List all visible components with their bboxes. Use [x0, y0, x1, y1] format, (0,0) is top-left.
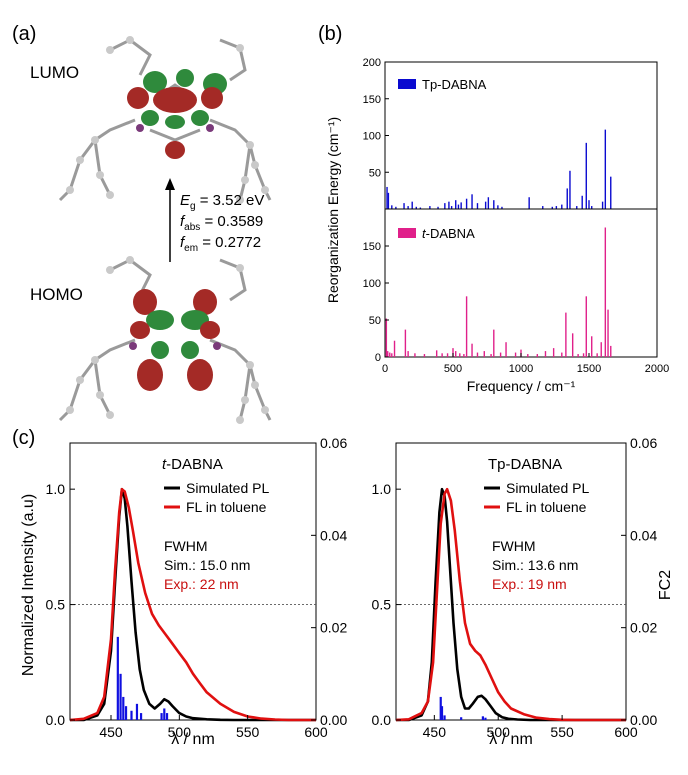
left-y2tick-label: 0.02 [320, 620, 347, 636]
t-dabna-xtick-label: 500 [444, 363, 462, 375]
left-fl-toluene-line [69, 487, 316, 722]
chart-c-right: Tp-DABNA Simulated PL FL in toluene FWHM… [372, 435, 658, 740]
right-xtick-label: 550 [550, 724, 574, 740]
chart-c-y2label: FC2 [657, 570, 674, 600]
chart-c-left-xlabel: λ / nm [171, 731, 215, 748]
left-y2tick-label: 0.06 [320, 435, 347, 451]
chart-b-ylabel: Reorganization Energy (cm⁻¹) [325, 117, 341, 303]
right-y2tick-label: 0.02 [630, 620, 657, 636]
chart-c-ylabel: Normalized Intensity (a.u) [20, 494, 37, 676]
homo-molecule-illustration [58, 256, 272, 424]
t-dabna-ytick-label: 150 [363, 241, 381, 253]
fem-text: fem = 0.2772 [180, 234, 261, 254]
tp-dabna-ytick-label: 100 [363, 131, 381, 143]
t-dabna-ytick-label: 100 [363, 278, 381, 290]
lumo-molecule-illustration [58, 36, 272, 204]
right-xtick-label: 450 [423, 724, 447, 740]
right-y2tick-label: 0.06 [630, 435, 657, 451]
t-dabna-xtick-label: 1000 [509, 363, 533, 375]
fwhm-sim-right: Sim.: 13.6 nm [492, 557, 578, 573]
fwhm-label-right: FWHM [492, 538, 536, 554]
chart-b-top: Tp-DABNA 50 100 150 200 [363, 57, 658, 210]
homo-label: HOMO [30, 285, 83, 304]
t-dabna-xtick-label: 0 [382, 363, 388, 375]
chart-c-left-frame [69, 442, 317, 721]
chart-c-right-title: Tp-DABNA [488, 456, 562, 473]
right-xtick-label: 600 [614, 724, 638, 740]
lumo-label: LUMO [30, 63, 79, 82]
panel-label-b: (b) [318, 23, 342, 45]
legend-label-fl-toluene-right: FL in toluene [506, 499, 587, 515]
t-dabna-ytick-label: 50 [369, 315, 381, 327]
right-simulated-pl-line [396, 487, 626, 722]
fwhm-label-left: FWHM [164, 538, 208, 554]
left-y2tick-label: 0.00 [320, 712, 347, 728]
right-ytick-label: 1.0 [372, 481, 392, 497]
panel-label-c: (c) [12, 427, 35, 449]
left-xtick-label: 550 [236, 724, 260, 740]
fwhm-exp-left: Exp.: 22 nm [164, 576, 239, 592]
fwhm-exp-right: Exp.: 19 nm [492, 576, 567, 592]
left-ytick-label: 0.5 [46, 597, 66, 613]
t-dabna-ytick-label: 0 [375, 352, 381, 364]
legend-swatch-t-dabna [398, 228, 416, 238]
chart-c-left: t-DABNA Simulated PL FL in toluene FWHM … [46, 435, 348, 740]
tp-dabna-ytick-label: 200 [363, 57, 381, 69]
t-dabna-xtick-label: 2000 [645, 363, 669, 375]
right-y2tick-label: 0.00 [630, 712, 657, 728]
left-xtick-label: 600 [304, 724, 328, 740]
right-fl-toluene-line [395, 487, 626, 722]
left-ytick-label: 1.0 [46, 481, 66, 497]
left-xtick-label: 450 [99, 724, 123, 740]
right-y2tick-label: 0.04 [630, 527, 657, 543]
tp-dabna-ytick-label: 50 [369, 167, 381, 179]
right-xtick-label: 500 [487, 724, 511, 740]
legend-label-tp-dabna: Tp-DABNA [422, 77, 487, 92]
legend-swatch-tp-dabna [398, 79, 416, 89]
legend-label-simulated-pl-left: Simulated PL [186, 480, 269, 496]
eg-text: Eg = 3.52 eV [180, 192, 264, 212]
left-ytick-label: 0.0 [46, 712, 66, 728]
chart-c-left-title: t-DABNA [162, 456, 223, 473]
left-y2tick-label: 0.04 [320, 527, 347, 543]
fwhm-sim-left: Sim.: 15.0 nm [164, 557, 250, 573]
chart-b-xlabel: Frequency / cm⁻¹ [467, 378, 576, 394]
left-xtick-label: 500 [168, 724, 192, 740]
legend-label-simulated-pl-right: Simulated PL [506, 480, 589, 496]
panel-label-a: (a) [12, 23, 36, 45]
t-dabna-xtick-label: 1500 [577, 363, 601, 375]
chart-c-right-xlabel: λ / nm [489, 731, 533, 748]
transition-arrowhead [165, 178, 175, 190]
legend-label-t-dabna: t-DABNA [422, 226, 475, 241]
right-ytick-label: 0.5 [372, 597, 392, 613]
legend-label-fl-toluene-left: FL in toluene [186, 499, 267, 515]
fabs-text: fabs = 0.3589 [180, 213, 263, 233]
right-ytick-label: 0.0 [372, 712, 392, 728]
tp-dabna-ytick-label: 150 [363, 94, 381, 106]
